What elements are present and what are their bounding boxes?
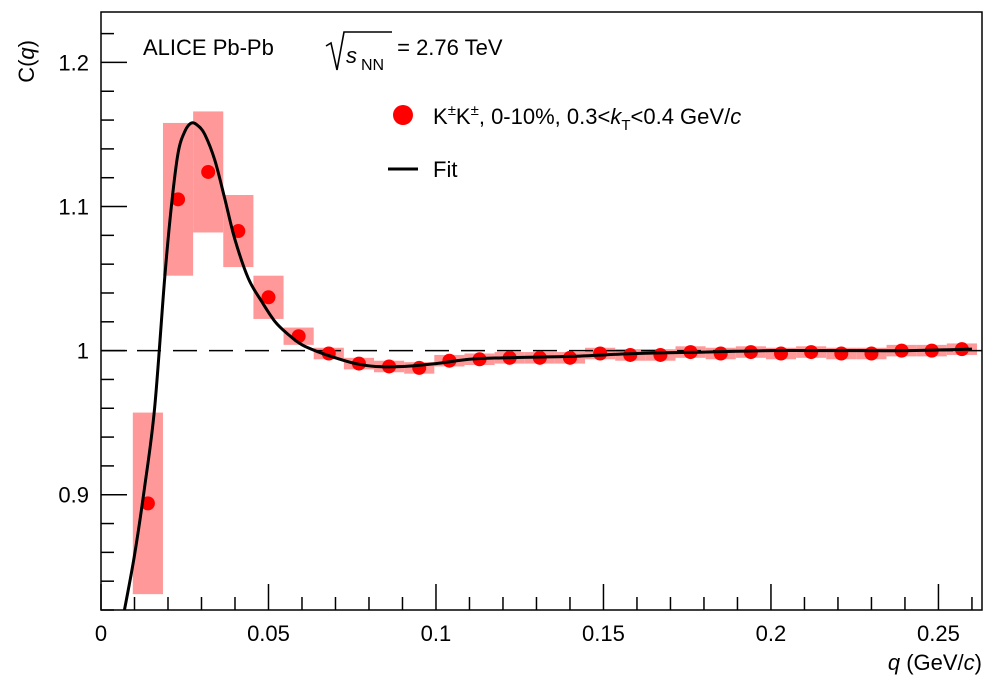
data-point-21 — [774, 346, 789, 361]
title-sqrt-var: s — [346, 43, 357, 68]
x-axis-title: q (GeV/c) — [888, 650, 982, 675]
legend-label-cvar: c — [730, 104, 741, 129]
x-axis-title-open: (GeV/ — [900, 650, 964, 675]
data-point-9 — [412, 360, 427, 375]
legend-label-part4: <0.4 GeV/ — [631, 104, 732, 129]
legend-label-ksub: T — [621, 117, 630, 134]
y-axis-title-prefix: C( — [14, 59, 39, 83]
plot-frame — [100, 11, 983, 611]
legend-label-part2: K — [456, 104, 471, 129]
x-axis-title-unit-var: c — [964, 650, 975, 675]
sqrt-sign-icon — [325, 31, 392, 71]
y-tick-label-3: 1.2 — [58, 50, 89, 75]
y-axis-title: C(q) — [14, 40, 39, 83]
chart-title: ALICE Pb-Pb s NN = 2.76 TeV — [143, 31, 503, 74]
x-tick-label-3: 0.15 — [582, 621, 625, 646]
legend-label-sup1: ± — [448, 102, 456, 119]
data-point-2 — [201, 164, 216, 179]
x-tick-label-4: 0.2 — [756, 621, 787, 646]
systematic-boxes — [132, 111, 977, 595]
x-tick-label-5: 0.25 — [917, 621, 960, 646]
data-point-0 — [140, 496, 155, 511]
x-axis-title-close: ) — [975, 650, 982, 675]
x-tick-label-1: 0.05 — [247, 621, 290, 646]
y-axis-title-var: q — [14, 47, 39, 60]
x-tick-label-0: 0 — [95, 621, 107, 646]
legend-data-marker — [393, 105, 413, 125]
data-point-24 — [864, 346, 879, 361]
data-point-1 — [171, 192, 186, 207]
data-point-23 — [834, 346, 849, 361]
title-sqrt-sub: NN — [361, 57, 384, 74]
y-tick-label-1: 1 — [77, 339, 89, 364]
title-prefix: ALICE Pb-Pb — [143, 35, 274, 60]
legend-label-kvar: k — [610, 104, 622, 129]
data-point-22 — [804, 345, 819, 360]
legend-fit-label: Fit — [433, 157, 457, 182]
title-suffix: = 2.76 TeV — [391, 35, 503, 60]
data-points — [140, 164, 969, 511]
legend-data-label: K±K±, 0-10%, 0.3<kT<0.4 GeV/c — [433, 102, 741, 134]
y-axis-title-suffix: ) — [14, 40, 39, 47]
legend-label-part3: , 0-10%, 0.3< — [479, 104, 610, 129]
x-tick-label-2: 0.1 — [421, 621, 452, 646]
fit-curve — [122, 121, 972, 611]
x-axis-title-var: q — [888, 650, 901, 675]
legend: K±K±, 0-10%, 0.3<kT<0.4 GeV/c Fit — [388, 102, 741, 182]
data-point-17 — [653, 347, 668, 362]
data-point-15 — [593, 346, 608, 361]
axis-ticks: 0 0.05 0.1 0.15 0.2 0.25 0.9 1 1.1 1.2 — [58, 32, 973, 646]
y-tick-label-0: 0.9 — [58, 483, 89, 508]
data-point-19 — [713, 346, 728, 361]
y-tick-label-2: 1.1 — [58, 195, 89, 220]
data-point-4 — [261, 290, 276, 305]
legend-label-sup2: ± — [471, 102, 479, 119]
legend-label-part1: K — [433, 104, 448, 129]
